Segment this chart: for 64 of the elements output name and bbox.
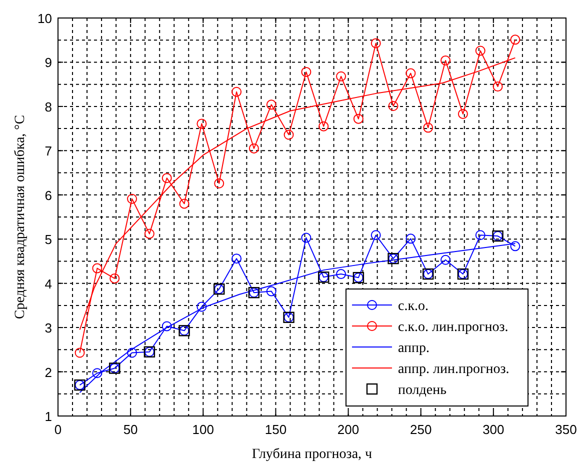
point: [318, 121, 329, 132]
y-tick-label: 9: [44, 55, 52, 70]
point: [74, 348, 85, 358]
point: [423, 122, 434, 133]
x-tick-label: 0: [54, 422, 62, 437]
y-axis-title: Средняя квадратичная ошибка, °C: [13, 114, 28, 320]
point: [179, 198, 190, 209]
y-tick-label: 8: [44, 99, 52, 114]
x-tick-label: 300: [482, 422, 504, 437]
point: [440, 55, 451, 66]
point: [127, 194, 138, 204]
point: [475, 46, 486, 56]
x-tick-label: 350: [555, 422, 577, 437]
point: [284, 130, 294, 140]
y-tick-label: 4: [44, 276, 52, 292]
legend-label: с.к.о.: [398, 299, 429, 314]
point: [510, 34, 520, 45]
point: [440, 254, 451, 265]
point: [196, 302, 207, 312]
point: [162, 321, 172, 332]
point: [406, 234, 416, 244]
point: [388, 101, 398, 111]
legend-label: с.к.о. лин.прогноз.: [398, 320, 508, 335]
point: [248, 143, 259, 154]
x-tick-label: 250: [410, 422, 432, 437]
y-tick-label: 5: [44, 232, 52, 248]
y-tick-label: 2: [44, 364, 52, 380]
point: [92, 368, 102, 378]
y-tick-label: 1: [44, 409, 52, 424]
x-tick-label: 50: [123, 422, 138, 437]
point: [336, 269, 346, 280]
point: [266, 100, 276, 110]
point: [127, 348, 138, 358]
x-tick-label: 100: [192, 422, 214, 437]
point: [370, 38, 381, 48]
y-tick-label: 10: [38, 11, 52, 26]
point: [301, 66, 312, 77]
point: [214, 178, 224, 188]
point: [370, 230, 381, 240]
point: [510, 241, 520, 252]
y-tick-label: 3: [44, 320, 52, 336]
point: [353, 114, 364, 124]
x-tick-label: 150: [264, 422, 287, 437]
point: [336, 71, 346, 82]
point: [232, 254, 242, 264]
point: [406, 68, 416, 78]
point: [266, 286, 276, 296]
y-tick-label: 7: [44, 144, 52, 159]
point: [232, 86, 242, 97]
point: [475, 230, 486, 240]
point: [162, 173, 172, 184]
point: [492, 82, 503, 92]
point: [110, 273, 120, 284]
point: [458, 108, 468, 119]
legend-label: полдень: [398, 383, 447, 398]
point: [92, 263, 102, 274]
point: [196, 118, 207, 129]
legend-label: аппр. лин.прогноз.: [398, 362, 510, 377]
x-tick-label: 200: [337, 422, 360, 437]
point: [144, 228, 154, 239]
legend-label: аппр.: [398, 341, 430, 356]
x-axis-title: Глубина прогноза, ч: [252, 447, 372, 462]
y-tick-label: 6: [44, 188, 52, 203]
point: [301, 232, 312, 243]
